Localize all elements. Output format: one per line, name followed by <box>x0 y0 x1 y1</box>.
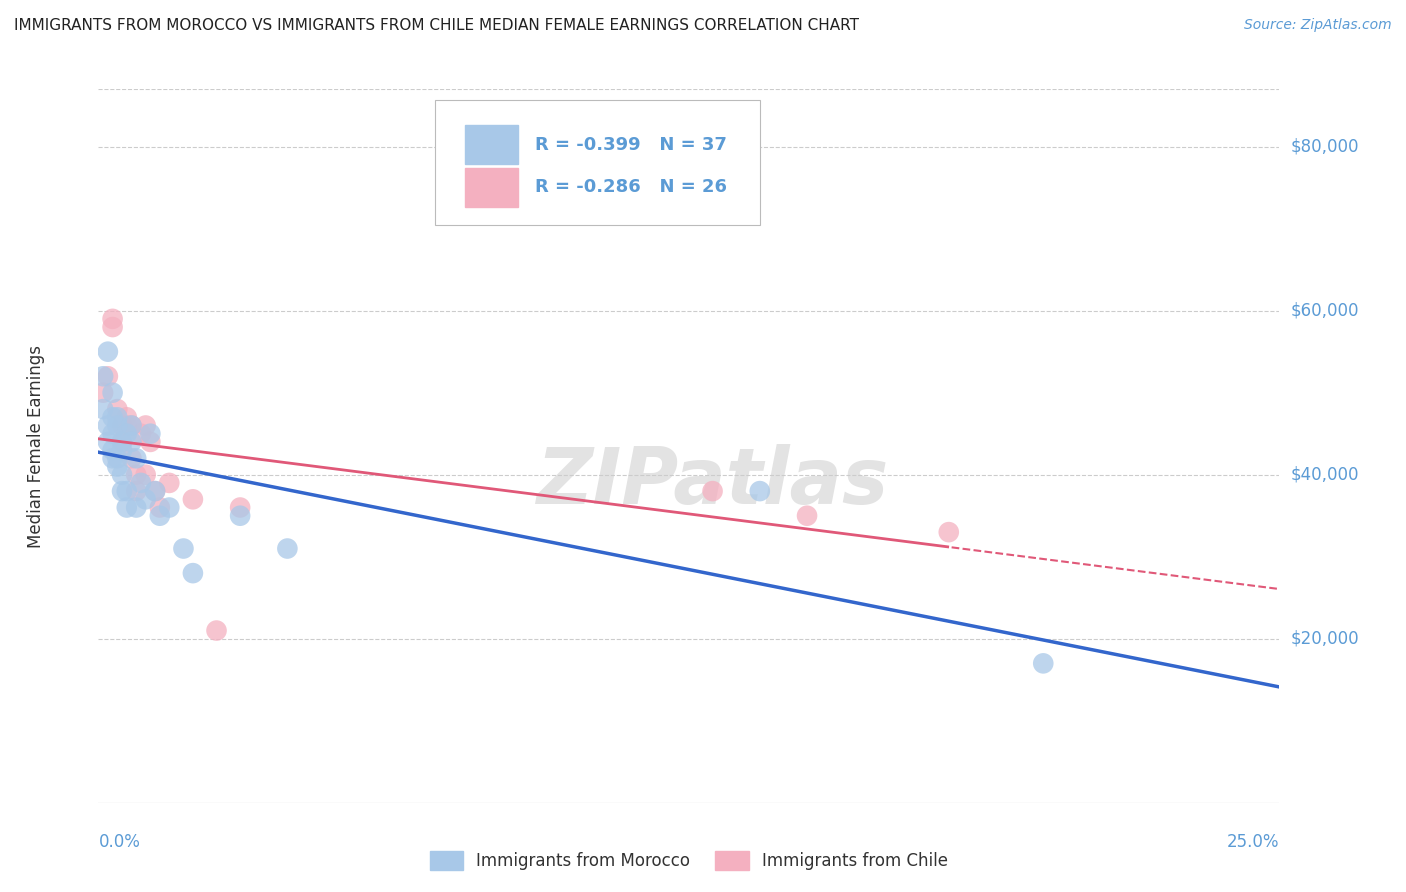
Point <box>101 426 124 441</box>
Text: IMMIGRANTS FROM MOROCCO VS IMMIGRANTS FROM CHILE MEDIAN FEMALE EARNINGS CORRELAT: IMMIGRANTS FROM MOROCCO VS IMMIGRANTS FR… <box>14 18 859 33</box>
Point <box>125 484 148 499</box>
Text: 0.0%: 0.0% <box>98 833 141 851</box>
Point <box>91 402 114 417</box>
Point <box>157 475 180 490</box>
Text: $20,000: $20,000 <box>1291 630 1360 648</box>
Point <box>121 418 143 433</box>
FancyBboxPatch shape <box>434 100 759 225</box>
Text: $80,000: $80,000 <box>1291 137 1360 155</box>
Bar <box>464 125 517 164</box>
Point <box>91 385 114 400</box>
Legend: Immigrants from Morocco, Immigrants from Chile: Immigrants from Morocco, Immigrants from… <box>423 844 955 877</box>
Point <box>97 369 120 384</box>
Text: Median Female Earnings: Median Female Earnings <box>27 344 45 548</box>
Point <box>135 418 157 433</box>
Point <box>149 508 172 523</box>
Point <box>111 484 134 499</box>
Point <box>938 525 960 540</box>
Point <box>101 443 124 458</box>
Point <box>172 541 194 556</box>
Text: $40,000: $40,000 <box>1291 466 1360 483</box>
Point <box>125 467 148 482</box>
Point <box>111 467 134 482</box>
Text: R = -0.399   N = 37: R = -0.399 N = 37 <box>536 136 727 153</box>
Point <box>796 508 818 523</box>
Point <box>276 541 298 556</box>
Point <box>702 484 724 499</box>
Point <box>101 320 124 334</box>
Point <box>135 492 157 507</box>
Point <box>143 484 166 499</box>
Point <box>97 434 120 449</box>
Point <box>101 385 124 400</box>
Point <box>229 508 252 523</box>
Point <box>105 451 128 466</box>
Point <box>149 500 172 515</box>
Point <box>205 624 228 638</box>
Point <box>181 566 204 581</box>
Point <box>129 475 152 490</box>
Point <box>139 426 162 441</box>
Text: Source: ZipAtlas.com: Source: ZipAtlas.com <box>1244 18 1392 32</box>
Point <box>105 410 128 425</box>
Point <box>121 451 143 466</box>
Point <box>105 418 128 433</box>
Bar <box>464 168 517 207</box>
Point <box>115 484 138 499</box>
Point <box>157 500 180 515</box>
Point <box>125 500 148 515</box>
Point <box>748 484 770 499</box>
Point <box>121 434 143 449</box>
Point <box>111 434 134 449</box>
Point <box>111 418 134 433</box>
Point <box>115 418 138 433</box>
Point <box>135 467 157 482</box>
Point <box>181 492 204 507</box>
Point <box>97 344 120 359</box>
Text: $60,000: $60,000 <box>1291 301 1360 319</box>
Point <box>115 410 138 425</box>
Point <box>125 451 148 466</box>
Point <box>97 418 120 433</box>
Point <box>91 369 114 384</box>
Point <box>105 402 128 417</box>
Point <box>1032 657 1054 671</box>
Point <box>101 410 124 425</box>
Point <box>115 500 138 515</box>
Point <box>229 500 252 515</box>
Text: R = -0.286   N = 26: R = -0.286 N = 26 <box>536 178 727 196</box>
Text: ZIPatlas: ZIPatlas <box>537 443 889 520</box>
Point <box>129 426 152 441</box>
Point <box>143 484 166 499</box>
Point <box>121 418 143 433</box>
Point <box>101 311 124 326</box>
Point <box>105 459 128 474</box>
Point <box>101 451 124 466</box>
Point <box>139 434 162 449</box>
Text: 25.0%: 25.0% <box>1227 833 1279 851</box>
Point <box>115 426 138 441</box>
Point <box>111 434 134 449</box>
Point <box>111 443 134 458</box>
